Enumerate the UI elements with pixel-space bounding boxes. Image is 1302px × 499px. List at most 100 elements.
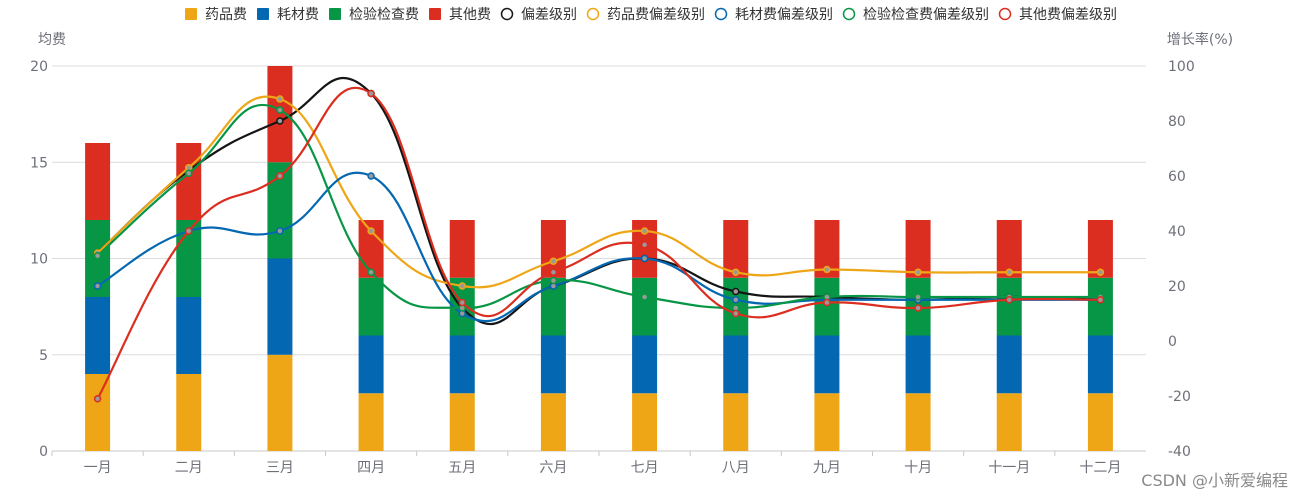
bar-segment bbox=[996, 393, 1022, 451]
data-point bbox=[276, 227, 284, 235]
data-point bbox=[914, 268, 922, 276]
bar-segment bbox=[449, 220, 475, 278]
x-tick-label: 十一月 bbox=[988, 460, 1030, 476]
legend-label: 耗材费 bbox=[277, 7, 319, 23]
data-point bbox=[914, 293, 922, 301]
y-right-tick-label: -40 bbox=[1168, 444, 1191, 460]
bar-segment bbox=[632, 277, 658, 336]
y-left-tick-label: 20 bbox=[30, 59, 48, 75]
legend-swatch bbox=[500, 7, 514, 21]
legend-item: 偏差级别 bbox=[500, 7, 577, 23]
data-point bbox=[458, 282, 466, 290]
legend-swatch bbox=[998, 7, 1012, 21]
line-series-group bbox=[93, 95, 1105, 290]
data-point bbox=[367, 172, 375, 180]
legend-label: 其他费偏差级别 bbox=[1019, 7, 1117, 23]
legend-label: 其他费 bbox=[449, 7, 491, 23]
y-left-tick-label: 15 bbox=[30, 155, 48, 171]
bar-segment bbox=[632, 335, 658, 394]
bar-segment bbox=[358, 335, 384, 394]
legend-label: 药品费偏差级别 bbox=[607, 7, 705, 23]
data-point bbox=[1005, 268, 1013, 276]
bar-segment bbox=[814, 335, 840, 394]
data-point bbox=[640, 227, 649, 235]
legend-label: 检验检查费偏差级别 bbox=[863, 7, 989, 23]
data-point bbox=[276, 95, 284, 103]
bar-segment bbox=[723, 393, 749, 451]
bar-segment bbox=[267, 258, 293, 355]
data-point bbox=[732, 287, 740, 296]
legend-item: 药品费偏差级别 bbox=[586, 7, 705, 23]
bar-segment bbox=[814, 277, 840, 336]
y-left-tick-label: 0 bbox=[39, 444, 48, 460]
bar-segment bbox=[1087, 335, 1113, 394]
bar-segment bbox=[1087, 277, 1113, 336]
y-right-tick-label: -20 bbox=[1168, 389, 1191, 405]
data-point bbox=[93, 252, 102, 260]
data-point bbox=[823, 265, 831, 274]
x-tick-label: 六月 bbox=[539, 460, 567, 476]
series-line bbox=[96, 77, 1101, 326]
gridlines bbox=[52, 65, 1146, 452]
data-point bbox=[914, 304, 922, 312]
legend-swatch bbox=[714, 7, 728, 21]
data-point bbox=[1005, 296, 1013, 304]
y-left-tick-label: 5 bbox=[39, 348, 48, 364]
y-left-axis-name: 均费 bbox=[38, 32, 66, 48]
legend-label: 偏差级别 bbox=[521, 7, 577, 23]
bar-segment bbox=[85, 374, 111, 451]
bar-segment bbox=[1087, 220, 1113, 278]
legend-swatch bbox=[586, 7, 600, 21]
x-tick-label: 四月 bbox=[357, 460, 385, 476]
line-series-group bbox=[93, 86, 1105, 403]
data-point bbox=[367, 227, 375, 235]
data-point bbox=[276, 106, 284, 114]
legend-item: 耗材费 bbox=[257, 7, 319, 23]
line-series-group bbox=[93, 171, 1105, 323]
bar-segment bbox=[267, 354, 293, 451]
bar-segment bbox=[358, 277, 384, 336]
x-axis: 一月 二月 三月 四月 五月 六月 七月 八月 九月 十月 十一月 十二月 bbox=[51, 451, 1121, 476]
y-right-tick-labels: -40 -20 0 20 40 60 80 100 bbox=[1168, 59, 1195, 460]
data-point bbox=[367, 268, 375, 276]
watermark: CSDN @小新爱编程 bbox=[1141, 471, 1288, 490]
legend-swatch bbox=[185, 8, 197, 20]
x-tick-label: 十月 bbox=[904, 460, 932, 476]
data-point bbox=[1096, 296, 1105, 304]
y-right-tick-label: 20 bbox=[1168, 279, 1186, 295]
bar-segment bbox=[905, 220, 931, 278]
y-right-tick-label: 100 bbox=[1168, 59, 1195, 75]
bar-segment bbox=[723, 220, 749, 278]
legend-label: 耗材费偏差级别 bbox=[735, 7, 833, 23]
y-right-tick-label: 0 bbox=[1168, 334, 1177, 350]
data-point bbox=[276, 172, 284, 180]
data-point bbox=[276, 117, 284, 125]
data-point bbox=[549, 257, 558, 265]
data-point bbox=[640, 293, 649, 301]
bar-segment bbox=[814, 393, 840, 451]
x-tick-label: 一月 bbox=[84, 460, 112, 476]
legend-item: 检验检查费偏差级别 bbox=[842, 7, 989, 23]
bar-segment bbox=[176, 297, 202, 374]
legend-item: 耗材费偏差级别 bbox=[714, 7, 833, 23]
data-point bbox=[732, 268, 740, 276]
data-point bbox=[732, 309, 740, 318]
bar-segment bbox=[540, 393, 566, 451]
y-right-tick-label: 60 bbox=[1168, 169, 1186, 185]
bar-segment bbox=[267, 66, 293, 163]
data-point bbox=[1096, 268, 1105, 276]
bar-segment bbox=[1087, 393, 1113, 451]
data-point bbox=[185, 227, 193, 235]
legend-item: 药品费 bbox=[185, 7, 247, 23]
data-point bbox=[93, 282, 102, 290]
data-point bbox=[823, 298, 831, 307]
legend: 药品费 耗材费 检验检查费 其他费 偏差级别 药品费偏差级别 耗材费偏差级别 检验检查费偏差级… bbox=[185, 7, 1117, 23]
y-left-tick-labels: 0 5 10 15 20 bbox=[30, 59, 48, 460]
data-point bbox=[458, 298, 466, 307]
y-right-tick-label: 80 bbox=[1168, 114, 1186, 130]
y-right-axis-name: 增长率(%) bbox=[1167, 31, 1233, 48]
series-line bbox=[96, 86, 1101, 400]
legend-label: 检验检查费 bbox=[349, 7, 419, 23]
legend-swatch bbox=[429, 8, 441, 20]
